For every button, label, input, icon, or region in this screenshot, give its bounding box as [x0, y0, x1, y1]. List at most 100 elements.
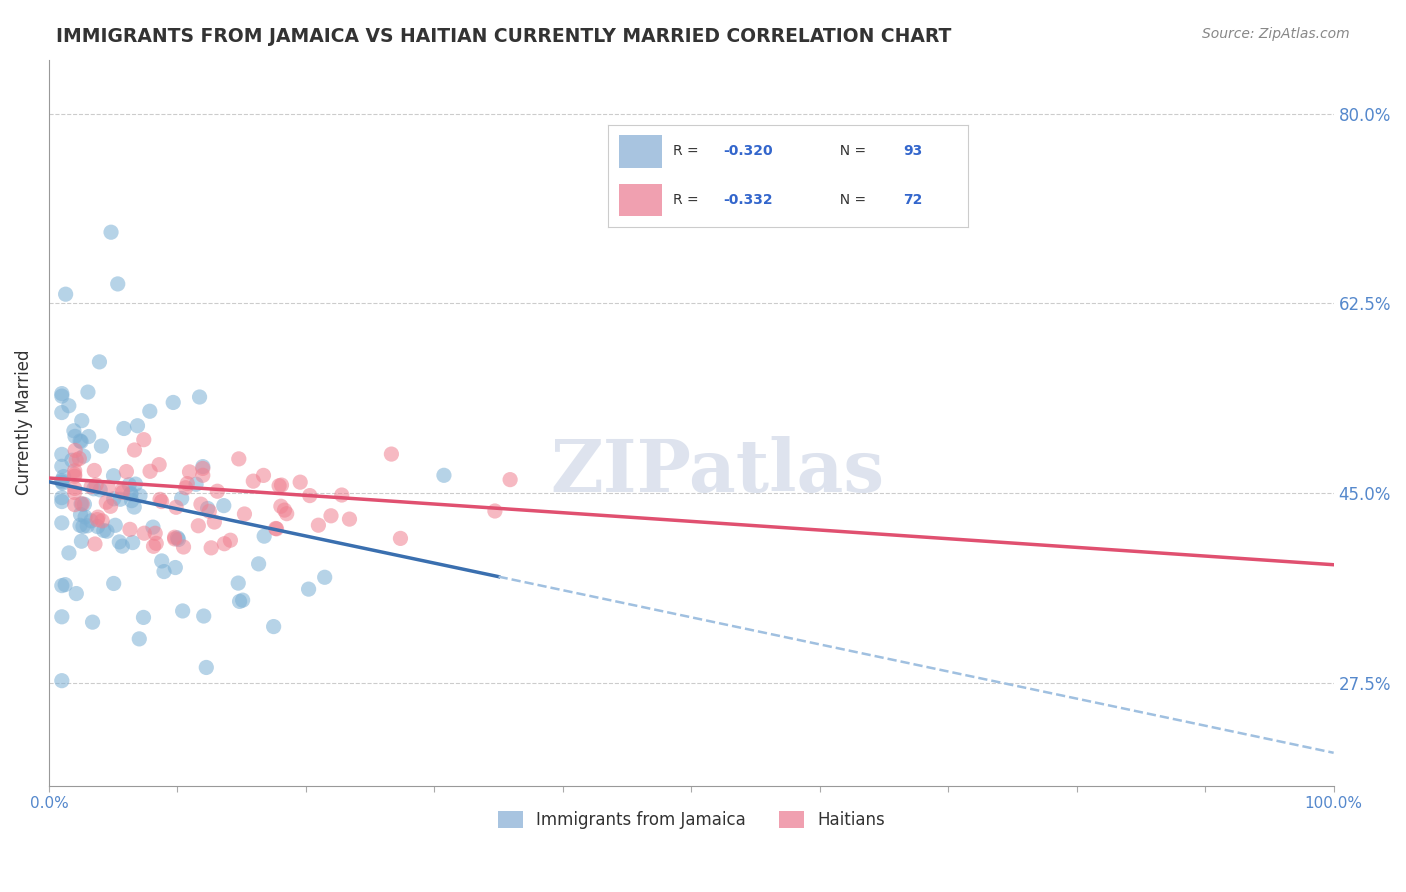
Point	[191, 461, 214, 475]
Point	[433, 468, 456, 483]
Point	[89, 483, 111, 497]
Point	[70, 534, 93, 549]
Point	[124, 442, 146, 457]
Point	[226, 576, 249, 591]
Legend: Immigrants from Jamaica, Haitians: Immigrants from Jamaica, Haitians	[491, 804, 891, 836]
Point	[63, 429, 86, 443]
Text: IMMIGRANTS FROM JAMAICA VS HAITIAN CURRENTLY MARRIED CORRELATION CHART: IMMIGRANTS FROM JAMAICA VS HAITIAN CURRE…	[56, 27, 952, 45]
Point	[60, 453, 83, 467]
Point	[51, 491, 73, 505]
Point	[179, 465, 201, 479]
Point	[70, 414, 93, 428]
Point	[77, 429, 100, 443]
Point	[103, 576, 125, 591]
Point	[96, 495, 118, 509]
Point	[288, 475, 311, 490]
Point	[165, 500, 187, 515]
Text: Source: ZipAtlas.com: Source: ZipAtlas.com	[1202, 27, 1350, 41]
Point	[263, 619, 285, 633]
Point	[247, 557, 270, 571]
Point	[176, 476, 198, 491]
Point	[51, 405, 73, 419]
Point	[297, 582, 319, 596]
Point	[242, 474, 264, 488]
Point	[499, 473, 522, 487]
Point	[69, 434, 91, 448]
Point	[269, 479, 291, 493]
Point	[86, 513, 108, 527]
Point	[58, 546, 80, 560]
Point	[73, 497, 96, 511]
Point	[200, 541, 222, 555]
Point	[319, 508, 342, 523]
Point	[139, 464, 162, 478]
Point	[120, 487, 142, 501]
Point	[202, 515, 225, 529]
Point	[219, 533, 242, 548]
Point	[111, 539, 134, 553]
Point	[51, 474, 73, 488]
Point	[298, 489, 321, 503]
Point	[120, 486, 142, 500]
Point	[124, 477, 146, 491]
Point	[80, 514, 103, 528]
Point	[63, 464, 86, 478]
Point	[149, 492, 172, 507]
Point	[100, 500, 122, 514]
Point	[330, 488, 353, 502]
Point	[103, 468, 125, 483]
Point	[172, 604, 194, 618]
Point	[83, 482, 105, 496]
Point	[264, 521, 287, 535]
Point	[51, 459, 73, 474]
Point	[273, 503, 295, 517]
Point	[70, 434, 93, 449]
Point	[65, 586, 87, 600]
Point	[51, 389, 73, 403]
Point	[90, 439, 112, 453]
Point	[108, 535, 131, 549]
Point	[52, 469, 75, 483]
Point	[89, 355, 111, 369]
Point	[80, 480, 103, 494]
Point	[163, 530, 186, 544]
Point	[111, 485, 134, 500]
Point	[51, 516, 73, 530]
Point	[111, 483, 134, 497]
Point	[214, 537, 236, 551]
Point	[134, 526, 156, 541]
Point	[207, 484, 229, 499]
Point	[389, 532, 412, 546]
Point	[276, 507, 298, 521]
Y-axis label: Currently Married: Currently Married	[15, 350, 32, 495]
Point	[97, 480, 120, 494]
Point	[52, 476, 75, 491]
Point	[76, 519, 98, 533]
Point	[314, 570, 336, 584]
Point	[118, 522, 141, 536]
Point	[195, 660, 218, 674]
Point	[170, 491, 193, 506]
Point	[128, 632, 150, 646]
Point	[58, 399, 80, 413]
Point	[145, 536, 167, 550]
Point	[51, 579, 73, 593]
Point	[484, 504, 506, 518]
Point	[174, 481, 197, 495]
Point	[70, 497, 93, 511]
Point	[51, 475, 73, 489]
Point	[270, 478, 292, 492]
Point	[191, 459, 214, 474]
Point	[72, 519, 94, 533]
Point	[132, 433, 155, 447]
Point	[63, 498, 86, 512]
Point	[148, 458, 170, 472]
Point	[253, 529, 276, 543]
Point	[93, 524, 115, 538]
Point	[107, 277, 129, 291]
Point	[228, 594, 250, 608]
Point	[103, 491, 125, 506]
Point	[173, 540, 195, 554]
Point	[75, 510, 97, 524]
Point	[84, 478, 107, 492]
